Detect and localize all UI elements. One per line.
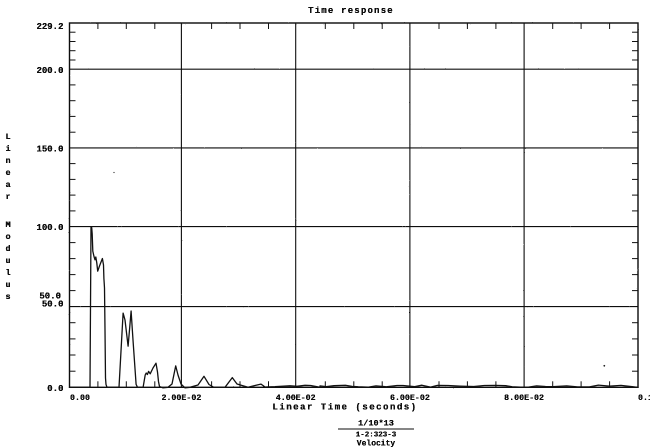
svg-text:Time response: Time response <box>308 6 394 16</box>
svg-text:0.10: 0.10 <box>638 394 650 403</box>
svg-text:d: d <box>5 244 10 254</box>
svg-text:e: e <box>5 168 10 178</box>
svg-text:0.0: 0.0 <box>47 384 63 394</box>
svg-text:0.00: 0.00 <box>70 394 90 403</box>
svg-text:o: o <box>5 232 10 242</box>
svg-text:M: M <box>5 220 10 230</box>
svg-text:s: s <box>5 292 10 302</box>
svg-text:200.0: 200.0 <box>36 66 63 76</box>
svg-text:i: i <box>5 144 10 154</box>
svg-text:Velocity: Velocity <box>357 440 396 448</box>
svg-text:2.00E-02: 2.00E-02 <box>161 394 201 403</box>
svg-text:Linear Time (seconds): Linear Time (seconds) <box>272 402 417 413</box>
svg-text:229.2: 229.2 <box>36 22 63 32</box>
svg-text:u: u <box>5 256 10 266</box>
svg-text:50.0: 50.0 <box>42 300 64 310</box>
svg-text:1/10*13: 1/10*13 <box>358 419 394 429</box>
svg-text:l: l <box>5 268 10 278</box>
svg-text:r: r <box>5 192 10 202</box>
svg-text:1-2:323-3: 1-2:323-3 <box>356 432 397 440</box>
svg-text:n: n <box>5 156 10 166</box>
svg-text:8.00E-02: 8.00E-02 <box>504 394 544 403</box>
svg-text:L: L <box>5 132 10 142</box>
svg-text:a: a <box>5 180 10 190</box>
svg-text:u: u <box>5 280 10 290</box>
svg-text:100.0: 100.0 <box>36 223 63 233</box>
svg-text:150.0: 150.0 <box>36 145 63 155</box>
